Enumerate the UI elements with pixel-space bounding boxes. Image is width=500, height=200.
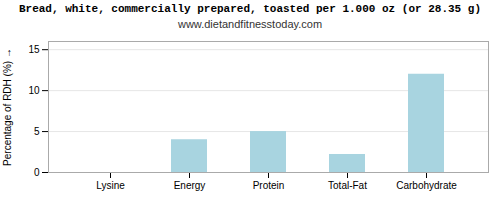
svg-text:10: 10 [28,85,40,96]
svg-text:0: 0 [34,167,40,178]
svg-text:5: 5 [34,126,40,137]
svg-text:Lysine: Lysine [96,180,125,191]
html-text:www.dietandfitnesstoday.com: www.dietandfitnesstoday.com [178,18,322,30]
html-text:Bread, white, commercially pre: Bread, white, commercially prepared, toa… [19,3,481,15]
svg-text:Percentage of RDH (%) →: Percentage of RDH (%) → [2,48,13,166]
svg-text:15: 15 [28,44,40,55]
svg-text:Protein: Protein [253,180,285,191]
svg-text:Carbohydrate: Carbohydrate [396,180,457,191]
svg-text:Total-Fat: Total-Fat [328,180,367,191]
svg-text:Energy: Energy [174,180,206,191]
